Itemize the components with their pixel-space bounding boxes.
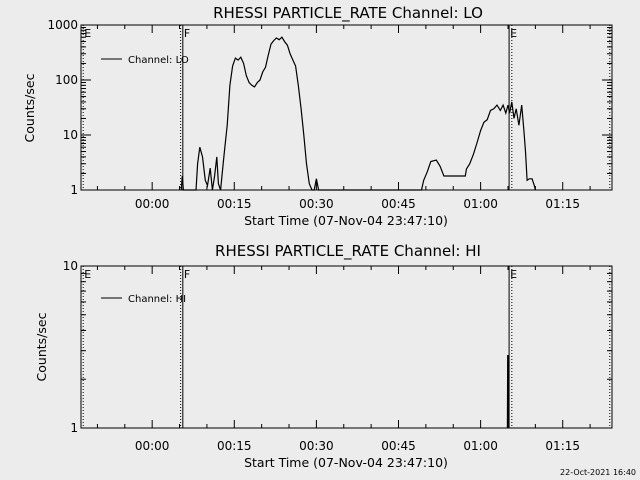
chart-title: RHESSI PARTICLE_RATE Channel: LO [213,4,483,23]
x-axis-label: Start Time (07-Nov-04 23:47:10) [244,213,448,228]
marker-label: F [184,27,190,40]
marker-label: E [84,27,91,40]
marker-label: E [510,27,517,40]
x-tick-label: 00:15 [217,197,252,211]
x-tick-label: 00:00 [135,439,170,453]
y-tick-label: 1 [70,183,78,197]
y-tick-labels: 1 10 [63,259,78,435]
y-tick-label: 10 [63,128,78,142]
series [180,36,536,191]
x-tick-label: 00:45 [381,197,416,211]
y-axis-label: Counts/sec [22,73,37,142]
series-line [506,355,510,429]
plot-frame [80,265,613,429]
x-tick-label: 00:45 [381,439,416,453]
series [506,355,510,429]
plot-frame [80,24,613,191]
legend-entry: Channel: LO [128,55,189,66]
legend: Channel: LO [101,55,189,66]
axis-ticks [81,265,612,429]
panel-hi: RHESSI PARTICLE_RATE Channel: HI Counts/… [34,242,613,470]
y-tick-label: 1000 [47,18,78,32]
y-tick-label: 10 [63,259,78,273]
x-tick-label: 00:30 [299,197,334,211]
x-tick-label: 01:00 [463,197,498,211]
chart-title: RHESSI PARTICLE_RATE Channel: HI [215,242,481,261]
x-tick-label: 00:30 [299,439,334,453]
marker-label: E [84,268,91,281]
x-tick-label: 01:15 [545,197,580,211]
x-tick-label: 01:00 [463,439,498,453]
x-tick-labels: 00:00 00:15 00:30 00:45 01:00 01:15 [135,197,580,211]
legend-entry: Channel: HI [128,294,186,305]
marker-label: F [184,268,190,281]
panel-lo: RHESSI PARTICLE_RATE Channel: LO Counts/… [22,4,613,228]
x-tick-label: 00:00 [135,197,170,211]
y-tick-label: 100 [55,73,78,87]
series-line [180,36,536,191]
y-tick-label: 1 [70,421,78,435]
x-tick-labels: 00:00 00:15 00:30 00:45 01:00 01:15 [135,439,580,453]
footer-timestamp: 22-Oct-2021 16:40 [560,468,636,477]
y-tick-labels: 1 10 100 1000 [47,18,78,197]
y-axis-label: Counts/sec [34,312,49,381]
x-tick-label: 00:15 [217,439,252,453]
x-tick-label: 01:15 [545,439,580,453]
x-axis-label: Start Time (07-Nov-04 23:47:10) [244,455,448,470]
marker-label: E [510,268,517,281]
legend: Channel: HI [101,294,186,305]
axis-ticks [81,24,612,191]
